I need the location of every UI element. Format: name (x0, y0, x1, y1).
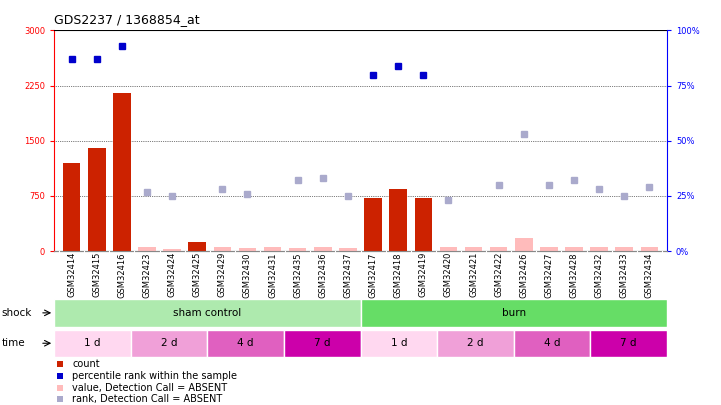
Bar (289, 248, 306, 251)
FancyBboxPatch shape (513, 330, 590, 357)
Bar (88, 148, 105, 251)
Bar (314, 247, 332, 251)
Bar (415, 198, 432, 251)
Text: GSM32433: GSM32433 (620, 252, 629, 298)
Bar (63, 163, 81, 251)
FancyBboxPatch shape (54, 330, 131, 357)
Bar (239, 248, 256, 251)
Text: sham control: sham control (173, 308, 242, 318)
Text: shock: shock (1, 308, 32, 318)
Text: GSM32425: GSM32425 (193, 252, 202, 297)
Text: time: time (1, 338, 25, 348)
Bar (113, 93, 131, 251)
FancyBboxPatch shape (131, 330, 208, 357)
Bar (364, 198, 382, 251)
Bar (490, 247, 508, 251)
FancyBboxPatch shape (590, 330, 667, 357)
Text: GSM32414: GSM32414 (67, 252, 76, 297)
FancyBboxPatch shape (360, 299, 667, 326)
Text: 1 d: 1 d (391, 338, 407, 348)
Text: 7 d: 7 d (620, 338, 637, 348)
Text: 1 d: 1 d (84, 338, 101, 348)
Bar (616, 247, 633, 251)
Text: GSM32428: GSM32428 (570, 252, 578, 298)
Bar (565, 247, 583, 251)
Text: rank, Detection Call = ABSENT: rank, Detection Call = ABSENT (72, 394, 223, 404)
Text: GSM32417: GSM32417 (368, 252, 378, 298)
FancyBboxPatch shape (54, 299, 360, 326)
Text: GSM32420: GSM32420 (444, 252, 453, 297)
Bar (213, 247, 231, 251)
Text: GDS2237 / 1368854_at: GDS2237 / 1368854_at (54, 13, 200, 26)
Text: GSM32435: GSM32435 (293, 252, 302, 298)
Bar (339, 248, 357, 251)
Bar (515, 238, 533, 251)
FancyBboxPatch shape (284, 330, 360, 357)
Text: 2 d: 2 d (467, 338, 484, 348)
FancyBboxPatch shape (208, 330, 284, 357)
Bar (540, 247, 557, 251)
Text: GSM32436: GSM32436 (319, 252, 327, 298)
Text: GSM32422: GSM32422 (494, 252, 503, 297)
Bar (264, 247, 281, 251)
Text: GSM32427: GSM32427 (544, 252, 554, 298)
Text: GSM32430: GSM32430 (243, 252, 252, 298)
Bar (440, 247, 457, 251)
Text: 4 d: 4 d (237, 338, 254, 348)
Text: GSM32416: GSM32416 (118, 252, 126, 298)
Bar (640, 247, 658, 251)
Text: percentile rank within the sample: percentile rank within the sample (72, 371, 237, 381)
Text: GSM32426: GSM32426 (519, 252, 528, 298)
Text: GSM32424: GSM32424 (167, 252, 177, 297)
Text: GSM32432: GSM32432 (595, 252, 603, 298)
FancyBboxPatch shape (360, 330, 437, 357)
Text: GSM32421: GSM32421 (469, 252, 478, 297)
Text: GSM32423: GSM32423 (143, 252, 151, 298)
Text: 7 d: 7 d (314, 338, 330, 348)
FancyBboxPatch shape (437, 330, 513, 357)
Text: GSM32437: GSM32437 (343, 252, 353, 298)
Text: value, Detection Call = ABSENT: value, Detection Call = ABSENT (72, 383, 228, 392)
Text: GSM32434: GSM32434 (645, 252, 654, 298)
Text: GSM32419: GSM32419 (419, 252, 428, 297)
Bar (188, 242, 206, 251)
Text: GSM32415: GSM32415 (92, 252, 101, 297)
Text: 4 d: 4 d (544, 338, 560, 348)
Bar (465, 247, 482, 251)
Bar (138, 247, 156, 251)
Bar (389, 189, 407, 251)
Bar (590, 247, 608, 251)
Text: count: count (72, 359, 100, 369)
Text: GSM32418: GSM32418 (394, 252, 402, 298)
Text: burn: burn (502, 308, 526, 318)
Bar (164, 249, 181, 251)
Text: 2 d: 2 d (161, 338, 177, 348)
Text: GSM32431: GSM32431 (268, 252, 277, 298)
Text: GSM32429: GSM32429 (218, 252, 227, 297)
